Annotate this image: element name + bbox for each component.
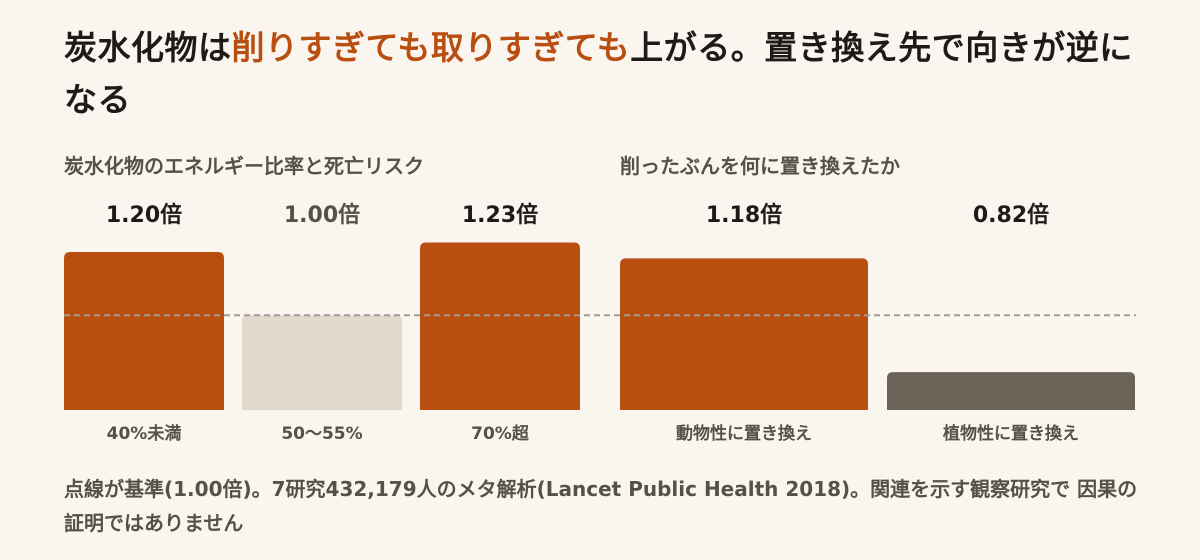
footnote: 点線が基準(1.00倍)。7研究432,179人のメタ解析(Lancet Pub…	[64, 477, 1138, 535]
category-label: 40%未満	[107, 423, 182, 444]
bar	[242, 315, 402, 410]
bar	[620, 258, 868, 410]
left-chart-title: 炭水化物のエネルギー比率と死亡リスク	[64, 154, 424, 178]
category-label: 植物性に置き換え	[943, 423, 1079, 444]
category-label: 50〜55%	[281, 424, 362, 444]
bar	[64, 252, 224, 410]
category-label: 70%超	[471, 423, 530, 444]
bar-charts: 1.20倍 40%未満 1.00倍 50〜55% 1.23倍 70%超 1.18倍動物性に置…	[64, 202, 1136, 444]
title-highlight: 削りすぎても取りすぎても	[231, 28, 631, 67]
bar	[420, 242, 580, 410]
right-chart-title: 削ったぶんを何に置き換えたか	[620, 154, 900, 178]
bar-value-label: 1.23倍	[462, 202, 538, 228]
bar-value-label: 1.18倍	[706, 202, 782, 228]
title-part-2: 上がる。置き換え先で向きが逆になる	[64, 28, 1133, 119]
bar-value-label: 0.82倍	[973, 202, 1049, 228]
bar-value-label: 1.20倍	[106, 202, 182, 228]
title-part-1: 炭水化物は	[64, 28, 232, 67]
bar	[887, 372, 1135, 410]
bar-value-label: 1.00倍	[284, 202, 360, 228]
page-title: 炭水化物は削りすぎても取りすぎても上がる。置き換え先で向きが逆になる	[64, 22, 1154, 126]
category-label: 動物性に置き換え	[676, 423, 812, 444]
